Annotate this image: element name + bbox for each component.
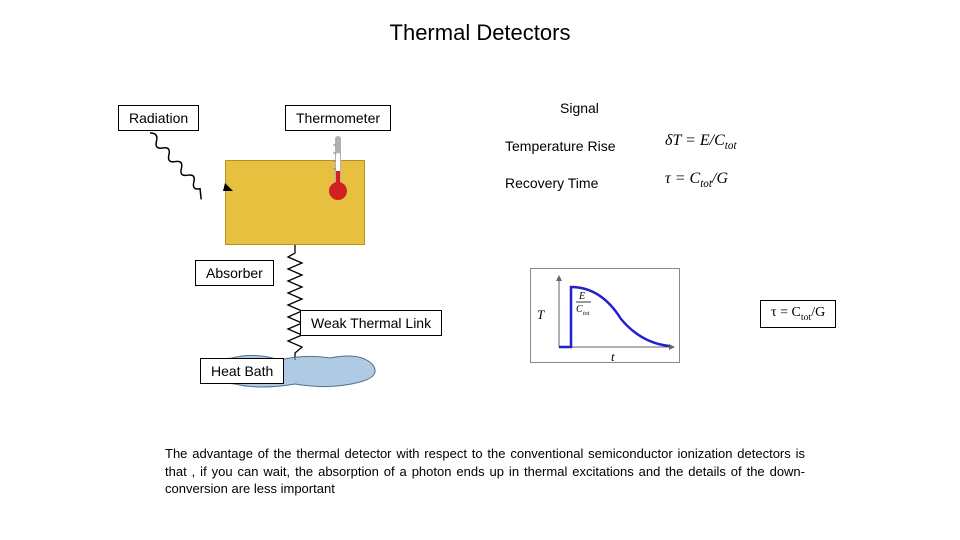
weak-link-spring bbox=[286, 245, 304, 360]
thermometer-icon bbox=[328, 135, 348, 205]
recovery-label: Recovery Time bbox=[505, 175, 598, 191]
decay-chart: E C tot T t bbox=[530, 268, 680, 363]
recovery-equation: τ = Ctot/G bbox=[665, 170, 728, 190]
description-paragraph: The advantage of the thermal detector wi… bbox=[165, 445, 805, 498]
weak-link-box: Weak Thermal Link bbox=[300, 310, 442, 336]
temp-rise-label: Temperature Rise bbox=[505, 138, 616, 154]
radiation-label: Radiation bbox=[129, 110, 188, 126]
absorber-box: Absorber bbox=[195, 260, 274, 286]
weak-link-label: Weak Thermal Link bbox=[311, 315, 431, 331]
chart-y-axis-label: T bbox=[537, 307, 544, 323]
chart-x-axis-label: t bbox=[611, 349, 615, 365]
temp-rise-equation: δT = E/Ctot bbox=[665, 132, 737, 152]
heatbath-label: Heat Bath bbox=[211, 363, 273, 379]
signal-label: Signal bbox=[560, 100, 599, 116]
page-title: Thermal Detectors bbox=[0, 20, 960, 46]
svg-text:E: E bbox=[578, 291, 585, 302]
svg-text:tot: tot bbox=[583, 311, 590, 317]
absorber-label: Absorber bbox=[206, 265, 263, 281]
radiation-arrow bbox=[145, 128, 240, 203]
thermometer-label: Thermometer bbox=[296, 110, 380, 126]
svg-text:C: C bbox=[576, 304, 583, 315]
thermometer-box: Thermometer bbox=[285, 105, 391, 131]
tau-equation-box: τ = Ctot/G bbox=[760, 300, 836, 328]
heatbath-box: Heat Bath bbox=[200, 358, 284, 384]
